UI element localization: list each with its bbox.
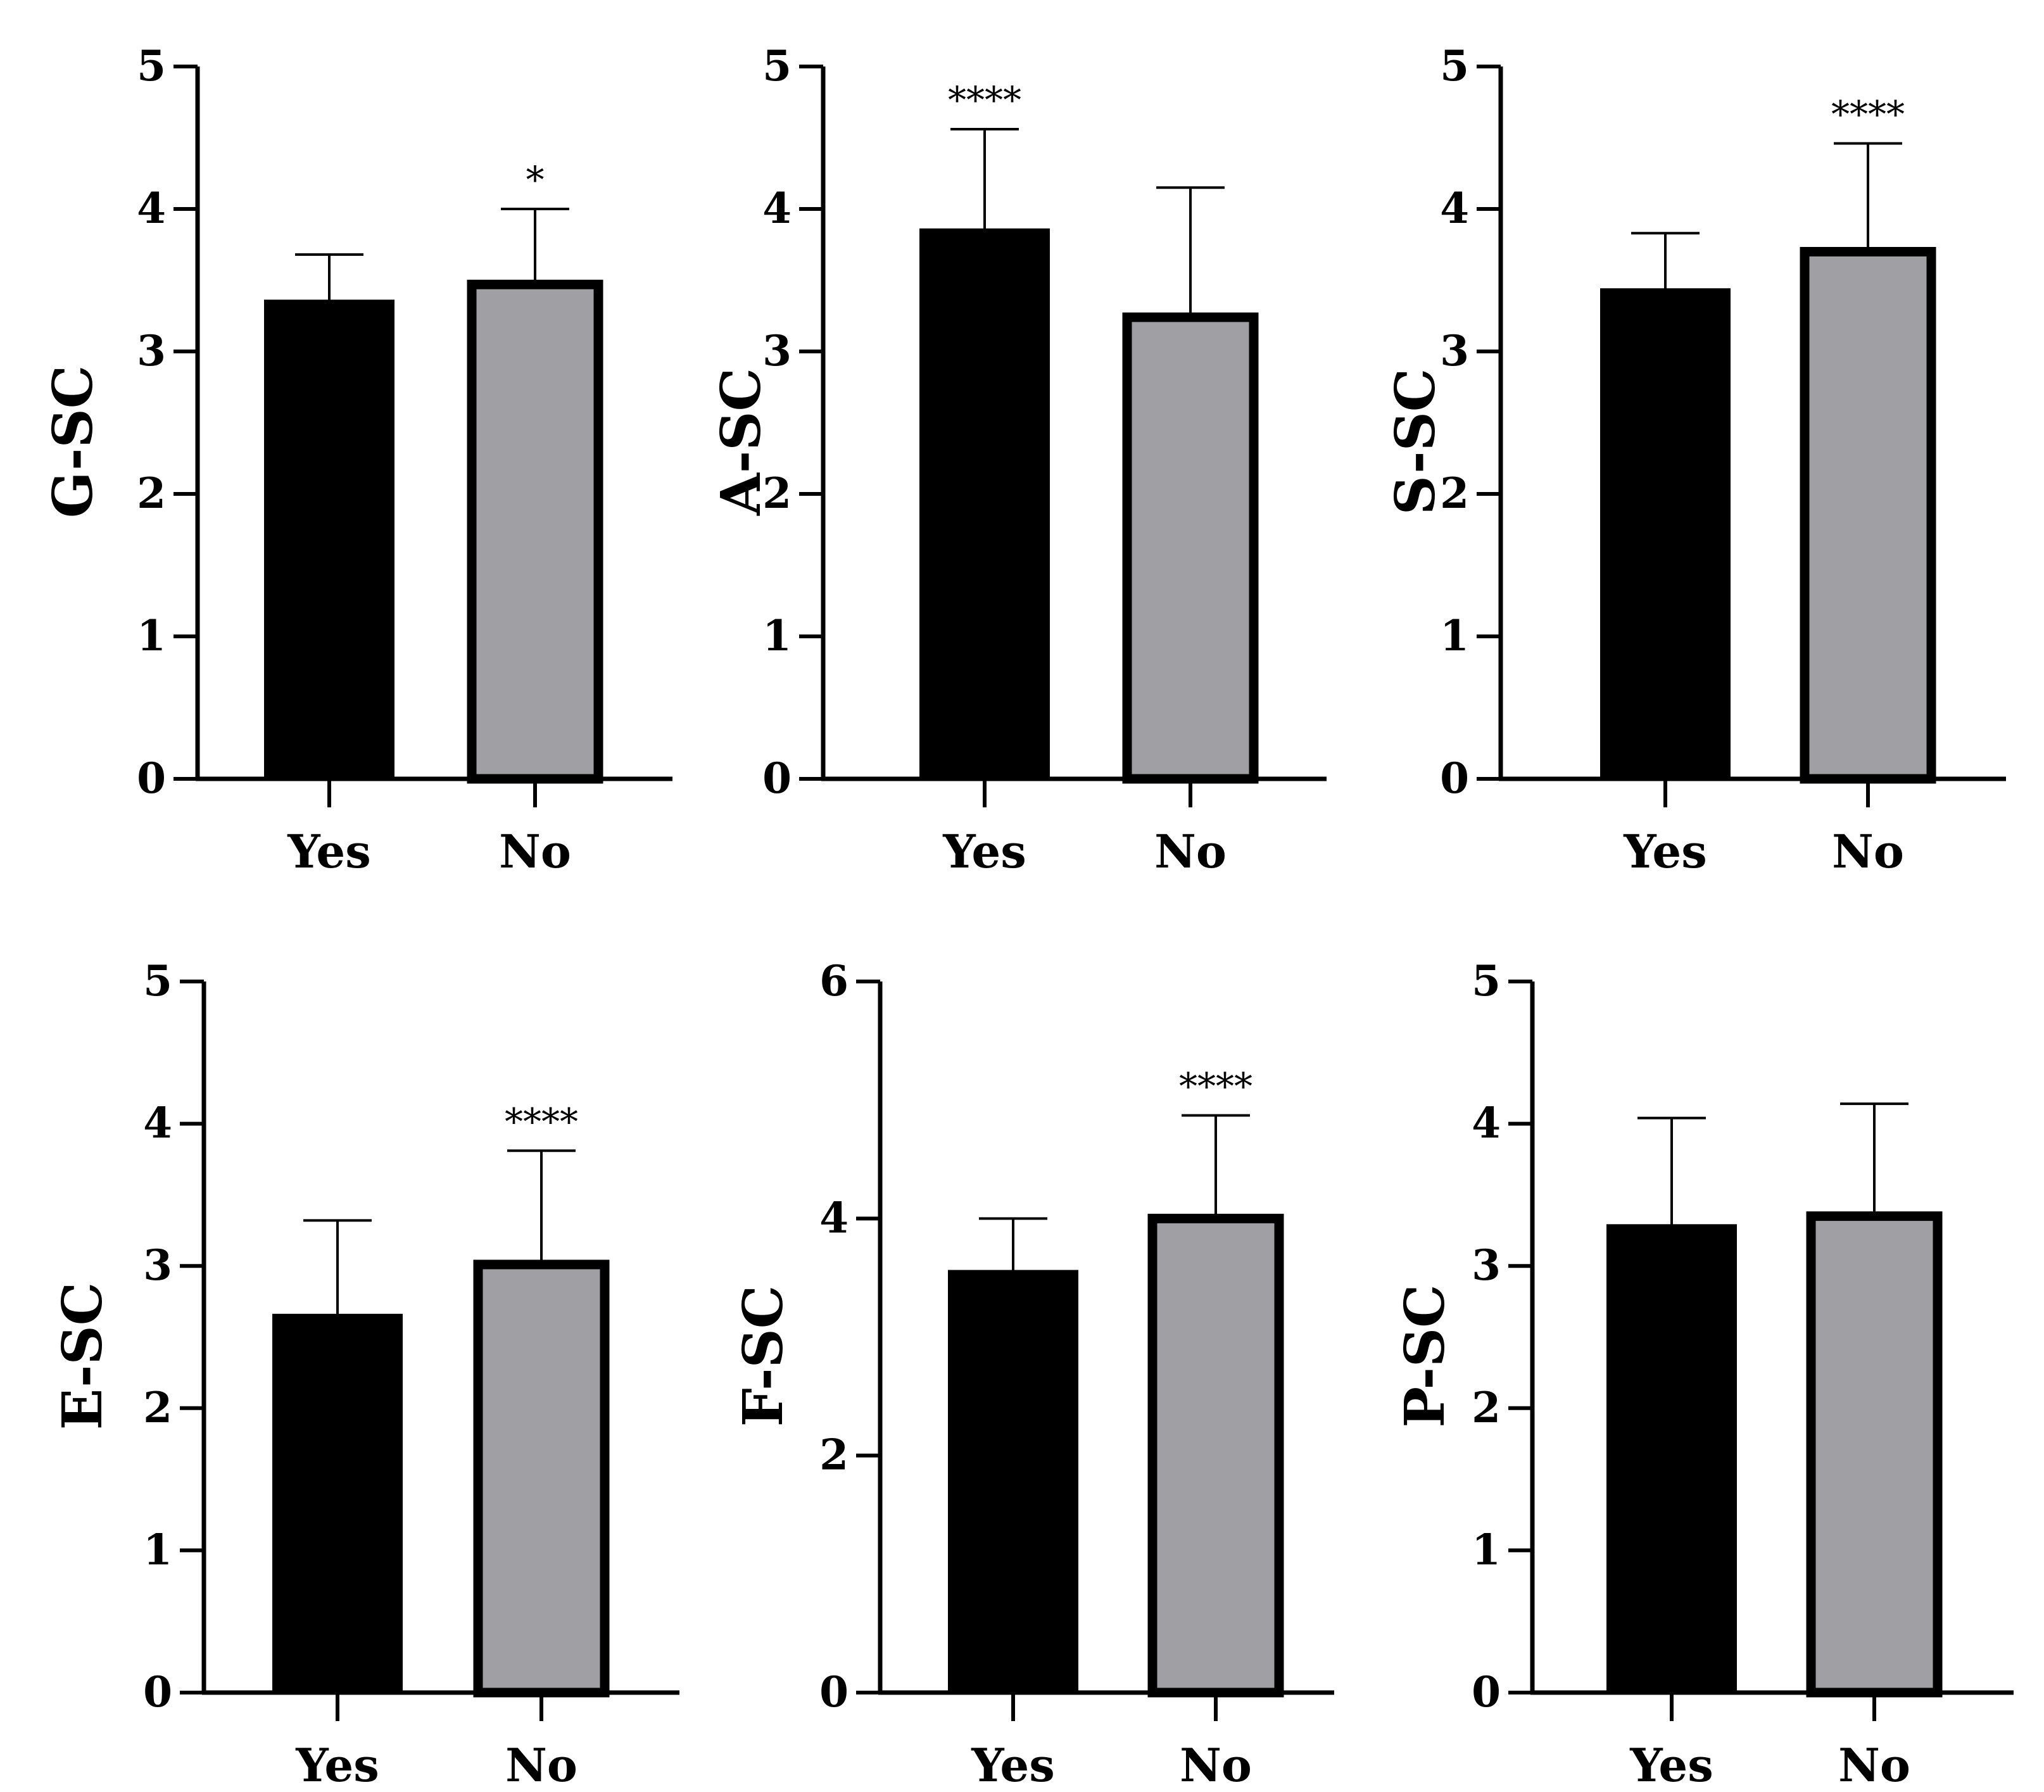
bar-no [1122, 312, 1259, 784]
y-tick-label: 4 [819, 1193, 849, 1242]
x-tick-label-no: No [1832, 824, 1904, 878]
y-axis-title: A-SC [709, 368, 773, 516]
chart-panel-f-sc: **** 0 2 4 6 Yes No F-SC [731, 956, 1334, 1792]
x-tick-label-yes: Yes [1623, 824, 1706, 878]
y-axis-title: S-SC [1384, 369, 1448, 515]
chart-panel-g-sc: * 0 1 2 3 4 5 Yes No G-SC [41, 41, 672, 878]
y-tick-label: 3 [143, 1240, 172, 1290]
y-tick-label: 2 [819, 1430, 849, 1480]
bar-no [1147, 1213, 1284, 1698]
y-tick-label: 0 [762, 754, 792, 803]
bar-yes [1606, 1224, 1737, 1694]
bar-no [473, 1259, 610, 1698]
chart-panel-a-sc: **** 0 1 2 3 4 5 Yes No A-SC [709, 41, 1327, 878]
y-axis-title: G-SC [41, 365, 105, 518]
y-tick-label: 0 [1440, 754, 1469, 803]
y-tick-label: 4 [1472, 1099, 1501, 1148]
bar-yes [1600, 288, 1731, 781]
bar-yes [272, 1313, 403, 1695]
y-tick-label: 0 [1472, 1667, 1501, 1717]
y-tick-label: 2 [137, 469, 166, 518]
bar-no [467, 279, 603, 784]
x-tick-label-no: No [1180, 1738, 1252, 1792]
y-tick-label: 2 [1440, 469, 1469, 518]
significance-label: **** [505, 1100, 578, 1143]
x-tick-label-yes: Yes [971, 1738, 1054, 1792]
y-tick-label: 1 [1440, 611, 1469, 660]
y-tick-label: 1 [137, 611, 166, 660]
y-axis-title: P-SC [1393, 1284, 1457, 1427]
bar-yes [948, 1270, 1078, 1694]
y-tick-label: 0 [137, 754, 166, 803]
y-tick-label: 6 [819, 956, 849, 1006]
chart-panel-s-sc: **** 0 1 2 3 4 5 Yes No S-SC [1384, 41, 2006, 878]
y-tick-label: 2 [143, 1383, 172, 1432]
y-tick-label: 5 [762, 41, 792, 91]
y-tick-label: 1 [1472, 1525, 1501, 1574]
y-axis-title: F-SC [731, 1285, 795, 1427]
chart-panel-p-sc: 0 1 2 3 4 5 Yes No P-SC [1393, 956, 2014, 1792]
significance-label: * [526, 158, 545, 201]
x-tick-label-no: No [499, 824, 571, 878]
y-tick-label: 2 [1472, 1383, 1501, 1432]
y-tick-label: 5 [137, 41, 166, 91]
y-tick-label: 4 [762, 184, 792, 233]
x-tick-label-yes: Yes [287, 824, 370, 878]
x-tick-label-yes: Yes [295, 1738, 379, 1792]
y-tick-label: 1 [762, 611, 792, 660]
significance-label: **** [948, 79, 1021, 122]
y-tick-label: 4 [143, 1099, 172, 1148]
bar-yes [919, 228, 1050, 781]
y-tick-label: 4 [137, 184, 166, 233]
x-tick-label-no: No [505, 1738, 577, 1792]
x-tick-label-yes: Yes [1629, 1738, 1713, 1792]
bar-no [1806, 1211, 1943, 1698]
chart-panel-e-sc: **** 0 1 2 3 4 5 Yes No E-SC [51, 956, 679, 1792]
x-tick-label-no: No [1154, 824, 1227, 878]
y-tick-label: 3 [1440, 326, 1469, 375]
y-tick-label: 5 [143, 956, 172, 1006]
y-tick-label: 0 [143, 1667, 172, 1717]
y-tick-label: 5 [1440, 41, 1469, 91]
y-tick-label: 0 [819, 1667, 849, 1717]
significance-label: **** [1831, 93, 1905, 136]
y-tick-label: 2 [762, 469, 792, 518]
y-tick-label: 5 [1472, 956, 1501, 1006]
bar-no [1800, 247, 1936, 784]
y-tick-label: 3 [137, 326, 166, 375]
x-tick-label-no: No [1838, 1738, 1910, 1792]
bar-yes [264, 300, 394, 781]
y-tick-label: 4 [1440, 184, 1469, 233]
x-tick-label-yes: Yes [942, 824, 1026, 878]
y-axis-title: E-SC [51, 1282, 115, 1430]
y-tick-label: 3 [762, 326, 792, 375]
y-tick-label: 1 [143, 1525, 172, 1574]
significance-label: **** [1179, 1064, 1252, 1107]
y-tick-label: 3 [1472, 1240, 1501, 1290]
